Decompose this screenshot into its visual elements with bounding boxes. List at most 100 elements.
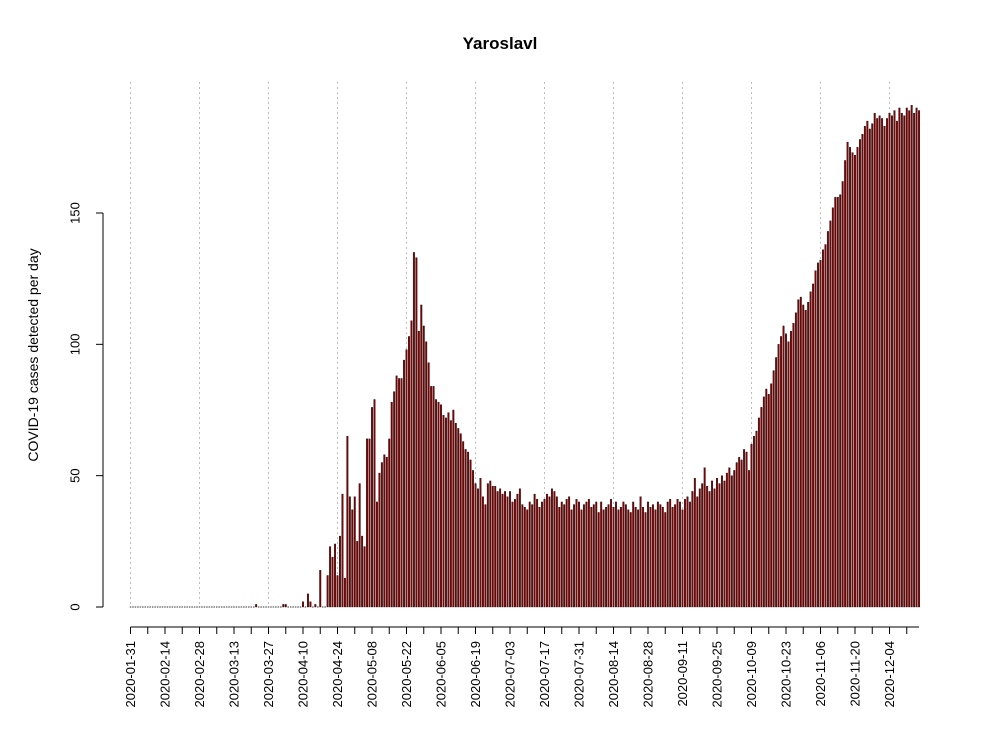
bar <box>688 501 691 608</box>
bar <box>390 401 393 608</box>
bar <box>664 512 667 608</box>
bar <box>624 504 627 608</box>
bar <box>412 252 415 608</box>
bar <box>681 509 684 608</box>
x-tick-label: 2020-11-06 <box>813 641 828 707</box>
bar <box>449 420 452 608</box>
x-tick-label: 2020-09-25 <box>710 641 725 708</box>
bar <box>787 341 790 608</box>
x-tick-label: 2020-07-03 <box>503 641 518 708</box>
x-tick-label: 2020-12-04 <box>882 641 897 708</box>
bar <box>430 386 433 608</box>
bar <box>834 197 837 608</box>
x-tick-label: 2020-10-23 <box>779 641 794 708</box>
y-tick-label: 50 <box>68 468 83 482</box>
bar <box>400 378 403 608</box>
bar <box>546 493 548 608</box>
bar <box>684 499 686 608</box>
bar <box>844 160 847 608</box>
bar <box>568 496 571 608</box>
bar <box>812 283 815 608</box>
bar <box>558 507 561 608</box>
bar <box>565 499 568 608</box>
bar <box>501 493 504 608</box>
bar <box>600 501 603 608</box>
bar <box>346 436 349 608</box>
bar <box>831 207 834 608</box>
bar <box>772 370 775 608</box>
bar <box>472 470 474 608</box>
bar <box>886 118 888 608</box>
bar <box>679 501 681 608</box>
y-tick-label: 100 <box>68 333 83 355</box>
bar <box>627 509 630 608</box>
bar <box>521 504 524 608</box>
bar <box>319 570 322 608</box>
bar <box>442 415 445 608</box>
bar <box>858 139 861 608</box>
bar <box>457 428 460 608</box>
bar <box>486 483 489 608</box>
bar <box>282 604 285 608</box>
bar <box>846 141 849 608</box>
bar <box>753 436 755 608</box>
bar <box>592 504 595 608</box>
bar <box>499 488 502 608</box>
bar <box>306 593 309 608</box>
bar <box>785 333 787 608</box>
bar <box>903 115 906 608</box>
bar <box>881 118 884 608</box>
bar <box>878 115 881 608</box>
bar <box>900 113 903 608</box>
bar <box>405 349 408 608</box>
bar <box>895 120 898 608</box>
bar <box>398 378 401 608</box>
bar <box>708 491 711 608</box>
bar <box>686 496 689 608</box>
bar <box>341 493 344 608</box>
bar <box>447 412 450 608</box>
x-tick-label: 2020-09-11 <box>675 641 690 707</box>
x-tick-label: 2020-06-19 <box>468 641 483 708</box>
bar <box>560 501 563 608</box>
bar <box>343 577 346 608</box>
bar <box>716 478 718 608</box>
bar <box>789 331 792 608</box>
bar <box>417 331 420 608</box>
bar <box>674 504 677 608</box>
bar <box>824 244 827 608</box>
bar <box>351 509 354 608</box>
bar <box>819 260 822 608</box>
bar <box>612 507 615 608</box>
bar <box>383 454 386 608</box>
bar <box>302 601 304 608</box>
bar <box>494 485 497 608</box>
bar <box>669 499 672 608</box>
bar <box>730 475 733 608</box>
bar <box>580 509 583 608</box>
bar <box>797 299 800 608</box>
bar <box>366 438 369 608</box>
bar <box>738 457 741 608</box>
bar <box>644 512 647 608</box>
bar <box>548 496 551 608</box>
bar <box>839 194 842 608</box>
bar <box>743 449 746 608</box>
bar <box>868 128 871 608</box>
bar <box>913 113 916 608</box>
bar <box>363 546 366 608</box>
bar <box>353 496 356 608</box>
bar <box>518 488 521 608</box>
bar <box>905 107 908 608</box>
bar <box>454 422 457 608</box>
bar <box>735 462 738 608</box>
y-tick-label: 150 <box>68 202 83 224</box>
bar <box>849 147 852 608</box>
bar <box>375 501 378 608</box>
bar <box>255 604 258 608</box>
bar <box>691 491 694 608</box>
bar <box>336 575 339 608</box>
x-tick-label: 2020-08-14 <box>606 641 621 708</box>
bar <box>765 388 768 608</box>
chart-title: Yaroslavl <box>463 34 538 53</box>
